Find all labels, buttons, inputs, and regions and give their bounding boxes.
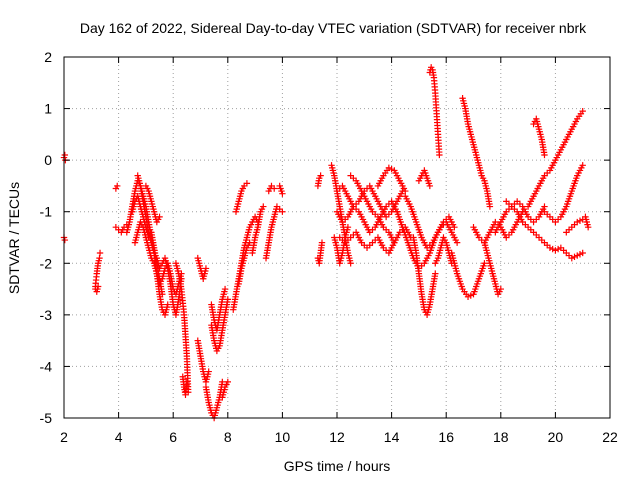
data-point <box>436 151 443 159</box>
chart-title: Day 162 of 2022, Sidereal Day-to-day VTE… <box>80 20 587 36</box>
series-s23 <box>249 203 267 257</box>
series-s13 <box>179 373 191 398</box>
series-s28 <box>314 239 326 267</box>
data-point <box>584 223 592 231</box>
data-point <box>183 378 191 386</box>
series-s25 <box>265 182 278 195</box>
y-tick-label: 0 <box>44 152 52 168</box>
data-point <box>96 249 104 257</box>
series-s46 <box>481 239 504 298</box>
data-point <box>94 283 102 290</box>
y-tick-label: -2 <box>40 255 53 271</box>
series-s29 <box>314 172 324 190</box>
series-s11 <box>142 182 163 226</box>
x-tick-label: 14 <box>384 429 400 445</box>
data-point <box>205 368 212 375</box>
series-s43 <box>448 249 488 301</box>
data-point <box>279 190 286 197</box>
data-point <box>279 208 286 215</box>
x-tick-label: 12 <box>329 429 345 445</box>
x-tick-label: 20 <box>548 429 564 445</box>
series-s36 <box>374 164 409 195</box>
data-point <box>453 239 461 246</box>
x-tick-label: 6 <box>169 429 177 445</box>
series-s27 <box>276 205 286 215</box>
data-point <box>541 151 548 159</box>
series-s40 <box>415 167 434 190</box>
y-tick-label: -1 <box>40 204 53 220</box>
data-point <box>202 265 210 272</box>
data-point <box>579 162 586 169</box>
series-s12 <box>172 260 192 396</box>
data-point <box>159 291 166 298</box>
x-tick-label: 22 <box>602 429 618 445</box>
data-point <box>481 260 488 267</box>
series-s19 <box>219 378 231 401</box>
y-tick-label: -4 <box>40 358 53 374</box>
data-point <box>219 378 226 386</box>
series-s21 <box>232 180 251 215</box>
x-tick-label: 2 <box>60 429 68 445</box>
series-s14 <box>194 254 210 282</box>
data-point <box>426 182 434 190</box>
series-s18 <box>208 285 229 334</box>
data-point <box>347 260 354 267</box>
series-s04 <box>92 283 102 295</box>
x-tick-label: 16 <box>438 429 454 445</box>
x-tick-label: 4 <box>115 429 123 445</box>
series-s01 <box>60 151 69 164</box>
data-point <box>156 213 163 221</box>
data-point <box>221 285 229 293</box>
data-point <box>260 203 267 210</box>
data-point <box>271 185 278 192</box>
series-s38 <box>402 193 458 252</box>
series-s35 <box>347 172 398 246</box>
data-point <box>391 239 398 246</box>
data-point <box>344 223 352 231</box>
series-s41 <box>426 64 443 159</box>
y-tick-label: 1 <box>44 101 52 117</box>
data-point <box>114 182 121 190</box>
data-point <box>451 223 458 231</box>
series-s39 <box>410 234 439 319</box>
x-tick-label: 8 <box>224 429 232 445</box>
data-point <box>432 270 439 277</box>
data-point <box>579 107 586 115</box>
series-s48 <box>503 198 586 262</box>
series-s52 <box>563 213 592 236</box>
series-s49 <box>524 107 586 210</box>
points-layer <box>60 64 592 422</box>
data-point <box>61 236 69 244</box>
x-tick-label: 10 <box>275 429 291 445</box>
labels-layer: Day 162 of 2022, Sidereal Day-to-day VTE… <box>6 20 587 474</box>
x-tick-label: 18 <box>493 429 509 445</box>
series-s05 <box>112 182 121 192</box>
series-s44 <box>459 95 494 210</box>
y-tick-label: 2 <box>44 49 52 65</box>
data-point <box>224 296 231 303</box>
series-s15 <box>194 337 212 386</box>
series-s51 <box>541 162 586 226</box>
data-point <box>243 180 251 187</box>
x-axis-label: GPS time / hours <box>284 458 391 474</box>
data-point <box>318 239 326 246</box>
y-axis-label: SDTVAR / TECUs <box>6 182 22 294</box>
data-point <box>486 203 494 210</box>
data-point <box>317 172 324 179</box>
series-s26 <box>276 182 286 197</box>
data-point <box>164 301 171 308</box>
series-s45 <box>470 208 526 246</box>
data-point <box>579 249 586 257</box>
y-tick-label: -5 <box>40 410 53 426</box>
series-s50 <box>530 115 548 159</box>
series-s24 <box>262 203 281 262</box>
y-tick-label: -3 <box>40 307 53 323</box>
series-s32 <box>333 182 406 221</box>
data-point <box>497 285 504 293</box>
data-point <box>224 378 231 386</box>
